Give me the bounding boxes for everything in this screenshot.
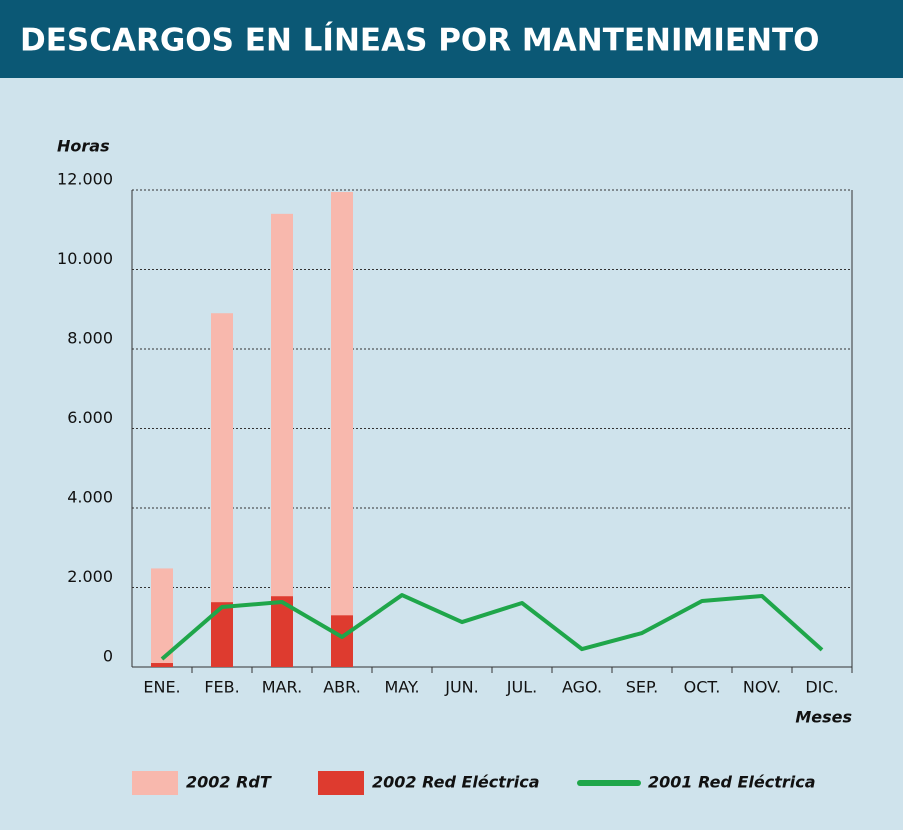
legend-label: 2002 RdT	[186, 773, 272, 792]
x-tick-label: FEB.	[204, 678, 239, 697]
y-tick-label: 12.000	[57, 170, 113, 189]
header-band	[0, 0, 903, 78]
legend-swatch	[132, 771, 178, 795]
legend-label: 2002 Red Eléctrica	[372, 773, 540, 792]
bar	[151, 568, 173, 667]
x-tick-label: DIC.	[805, 678, 838, 697]
x-tick-label: MAR.	[262, 678, 302, 697]
bar	[271, 596, 293, 667]
bar	[331, 615, 353, 667]
y-tick-label: 8.000	[67, 329, 113, 348]
legend-label: 2001 Red Eléctrica	[648, 773, 816, 792]
chart-title: DESCARGOS EN LÍNEAS POR MANTENIMIENTO	[20, 23, 820, 59]
x-tick-label: ENE.	[143, 678, 180, 697]
x-tick-label: JUL.	[506, 678, 537, 697]
y-axis-label: Horas	[57, 137, 110, 156]
x-tick-label: NOV.	[743, 678, 781, 697]
x-tick-label: MAY.	[384, 678, 419, 697]
y-tick-label: 0	[103, 647, 113, 666]
y-tick-label: 2.000	[67, 567, 113, 586]
x-tick-label: SEP.	[626, 678, 659, 697]
y-tick-label: 6.000	[67, 408, 113, 427]
legend-swatch	[318, 771, 364, 795]
bar	[151, 663, 173, 667]
bar	[271, 213, 293, 667]
bar	[211, 602, 233, 667]
x-tick-label: OCT.	[684, 678, 721, 697]
y-tick-label: 10.000	[57, 249, 113, 268]
x-tick-label: ABR.	[323, 678, 361, 697]
x-tick-label: JUN.	[444, 678, 478, 697]
y-tick-label: 4.000	[67, 488, 113, 507]
x-tick-label: AGO.	[562, 678, 602, 697]
line	[160, 593, 824, 661]
x-axis-label: Meses	[795, 708, 852, 727]
bar	[331, 191, 353, 668]
bar	[211, 313, 233, 667]
